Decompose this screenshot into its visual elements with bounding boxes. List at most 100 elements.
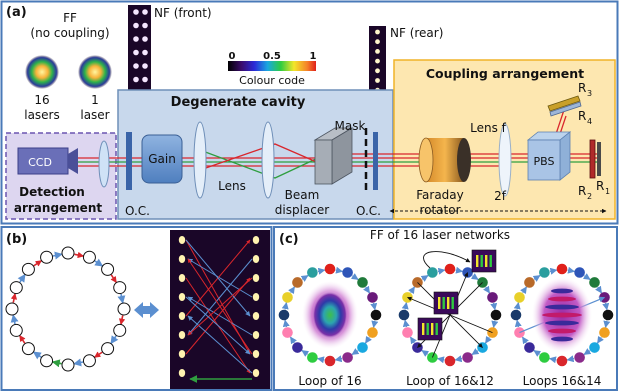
ring-arrow [335, 266, 344, 274]
colorbar-tick-0: 0 [229, 51, 236, 62]
ring-arrow [437, 267, 446, 275]
nf-spot [178, 274, 186, 282]
nf-coupling-image [170, 230, 270, 389]
laser-node [490, 309, 502, 321]
ff-title: FF [63, 11, 77, 25]
nf-spot [142, 9, 148, 15]
ff-fringe [548, 328, 576, 334]
colorbar-caption: Colour code [239, 74, 305, 87]
cross-arrow [423, 251, 471, 269]
coupling-arrow [187, 258, 253, 355]
ring-arrow [484, 335, 492, 344]
ff-fringe [435, 323, 438, 335]
laser-node [324, 355, 336, 367]
ff-16-lasers-spot [25, 55, 59, 89]
ring-arrow [33, 259, 43, 267]
beam-displacer-label-1: Beam [285, 188, 320, 202]
laser-node [556, 263, 568, 275]
ff-subtitle: (no coupling) [30, 26, 109, 40]
mirror-r3-r4 [547, 95, 581, 112]
laser-node [342, 352, 353, 363]
ring-arrow [514, 319, 522, 328]
ring-arrow [566, 355, 575, 363]
ff-fringe [480, 255, 483, 267]
colorbar [228, 61, 316, 71]
coupling-arrow [187, 296, 253, 336]
oc-left-label: O.C. [125, 204, 150, 218]
ring-arrow [455, 266, 464, 274]
ring-arrow [370, 302, 378, 311]
cross-arrow [431, 272, 469, 358]
beam-displacer-label-2: displacer [275, 203, 329, 217]
ring-arrow [402, 319, 410, 328]
nf-spot [252, 293, 260, 301]
laser-node [101, 342, 115, 356]
ring-arrow [301, 349, 310, 357]
ring-arrow [513, 301, 521, 310]
ring-arrow [532, 274, 541, 282]
ring-arrow [363, 285, 371, 294]
r3-label: R [578, 81, 586, 95]
nf-spot [178, 312, 186, 320]
ring-arrow [582, 273, 591, 281]
ff-1-laser-spot [78, 55, 112, 89]
ring-arrow [470, 273, 479, 281]
coupling-arrow [185, 296, 251, 355]
loop-16-12-ring [398, 249, 502, 367]
ff-fringe [426, 323, 429, 335]
laser-node [487, 292, 498, 303]
nf-spot [375, 78, 380, 83]
ring-arrow [288, 286, 296, 295]
ring-arrow [583, 348, 592, 356]
laser-node [556, 355, 568, 367]
r3-sub: 3 [587, 89, 592, 98]
laser-node [61, 358, 75, 372]
loop-16-ring [278, 263, 382, 367]
ring-arrow [567, 266, 576, 274]
caption-loop-16: Loop of 16 [298, 374, 361, 388]
nf-coupling-spots [178, 236, 260, 377]
nf-spot [133, 9, 139, 15]
output-coupler-right [373, 132, 378, 190]
faraday-rotator [418, 137, 471, 183]
nf-spot [252, 369, 260, 377]
laser-node [21, 262, 35, 276]
ring-arrow [52, 251, 63, 260]
laser-node [602, 309, 614, 321]
ring-arrow [282, 319, 290, 328]
nf-spot [252, 255, 260, 263]
laser-node [462, 352, 473, 363]
ring-arrow [289, 336, 297, 345]
ring-arrow [73, 358, 84, 367]
laser-node [40, 354, 54, 368]
nf-spot [252, 331, 260, 339]
nf-spot [178, 255, 186, 263]
laser-node [539, 352, 550, 363]
ring-arrow [436, 356, 445, 364]
nf-spot [133, 36, 139, 42]
laser-node [539, 267, 550, 278]
ring-arrow [490, 302, 498, 311]
ff-16-unit: lasers [24, 108, 60, 122]
ring-arrow [300, 274, 309, 282]
equivalence-arrow [134, 302, 159, 318]
ring-arrow [110, 274, 118, 284]
laser-node [357, 277, 368, 288]
laser-node [524, 277, 535, 288]
nf-spot [252, 312, 260, 320]
ff-pattern-core [312, 291, 348, 339]
laser-node [307, 267, 318, 278]
lens-f [498, 123, 512, 197]
mirror-r2 [589, 139, 596, 179]
laser-node [324, 263, 336, 275]
ff-fringe [451, 297, 454, 309]
laser-node [307, 352, 318, 363]
ring-arrow [401, 301, 409, 310]
nf-spot [178, 331, 186, 339]
lens-label: Lens [218, 179, 246, 193]
laser-node [427, 267, 438, 278]
laser-node [514, 327, 525, 338]
laser-node [9, 281, 23, 295]
ring-arrow [549, 267, 558, 275]
ring-arrow [32, 351, 42, 360]
